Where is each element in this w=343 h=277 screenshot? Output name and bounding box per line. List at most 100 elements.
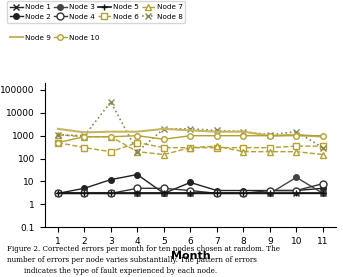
Node 8 <box>268 133 272 136</box>
Node 9 <box>135 130 139 133</box>
Node 2 <box>215 189 219 192</box>
Node 8 <box>82 134 86 137</box>
Node 10 <box>109 135 113 138</box>
Legend: Node 1, Node 2, Node 3, Node 4, Node 5, Node 6, Node 7, Node 8: Node 1, Node 2, Node 3, Node 4, Node 5, … <box>7 1 186 23</box>
Text: number of errors per node varies substantially. The pattern of errors: number of errors per node varies substan… <box>7 256 257 264</box>
Node 1 <box>109 192 113 195</box>
Node 7 <box>268 150 272 153</box>
Node 7 <box>321 153 325 156</box>
Node 3 <box>109 192 113 195</box>
Node 6 <box>188 146 192 149</box>
Node 1 <box>56 192 60 195</box>
Node 5 <box>215 192 219 195</box>
Node 6 <box>162 146 166 149</box>
Node 1 <box>321 192 325 195</box>
Node 9 <box>56 127 60 130</box>
Node 3 <box>241 192 246 195</box>
Node 10 <box>215 134 219 137</box>
Node 3 <box>215 192 219 195</box>
Node 4 <box>109 192 113 195</box>
Node 3 <box>162 192 166 195</box>
Node 2 <box>321 187 325 190</box>
Node 6 <box>241 146 246 149</box>
Node 8 <box>321 146 325 149</box>
Node 2 <box>82 187 86 190</box>
Line: Node 9: Node 9 <box>58 129 323 137</box>
Node 1 <box>82 192 86 195</box>
Node 2 <box>268 189 272 192</box>
Node 2 <box>109 178 113 181</box>
Node 4 <box>294 189 298 192</box>
Node 3 <box>321 192 325 195</box>
Node 9 <box>268 134 272 137</box>
Node 10 <box>56 141 60 144</box>
Node 9 <box>321 135 325 138</box>
Node 3 <box>82 192 86 195</box>
Node 9 <box>294 133 298 136</box>
X-axis label: Month: Month <box>170 252 210 261</box>
Node 9 <box>215 130 219 133</box>
Node 9 <box>82 131 86 134</box>
Node 5 <box>135 192 139 195</box>
Node 3 <box>294 176 298 179</box>
Line: Node 5: Node 5 <box>55 190 326 197</box>
Node 3 <box>268 192 272 195</box>
Text: indicates the type of fault experienced by each node.: indicates the type of fault experienced … <box>24 267 217 275</box>
Line: Node 3: Node 3 <box>55 175 326 196</box>
Line: Node 1: Node 1 <box>55 191 326 196</box>
Node 10 <box>135 134 139 137</box>
Node 6 <box>135 141 139 144</box>
Node 2 <box>188 181 192 184</box>
Node 6 <box>109 150 113 153</box>
Node 2 <box>294 189 298 192</box>
Node 6 <box>215 146 219 149</box>
Node 8 <box>135 150 139 153</box>
Line: Node 2: Node 2 <box>55 172 326 196</box>
Node 2 <box>135 173 139 176</box>
Node 7 <box>82 135 86 138</box>
Node 7 <box>294 150 298 153</box>
Node 7 <box>188 146 192 149</box>
Node 1 <box>188 192 192 195</box>
Node 4 <box>268 189 272 192</box>
Node 1 <box>241 192 246 195</box>
Node 5 <box>82 192 86 195</box>
Node 2 <box>241 189 246 192</box>
Text: Figure 2. Corrected errors per month for ten nodes chosen at random. The: Figure 2. Corrected errors per month for… <box>7 245 280 253</box>
Node 7 <box>241 150 246 153</box>
Node 10 <box>294 134 298 137</box>
Node 4 <box>56 192 60 195</box>
Node 10 <box>268 134 272 137</box>
Node 9 <box>188 129 192 132</box>
Node 8 <box>56 133 60 136</box>
Node 9 <box>241 130 246 133</box>
Node 8 <box>188 127 192 130</box>
Node 10 <box>321 134 325 137</box>
Node 1 <box>215 192 219 195</box>
Node 9 <box>109 130 113 133</box>
Node 4 <box>135 187 139 190</box>
Node 1 <box>162 192 166 195</box>
Node 4 <box>82 192 86 195</box>
Node 5 <box>241 192 246 195</box>
Node 7 <box>109 135 113 138</box>
Line: Node 10: Node 10 <box>55 133 326 145</box>
Node 4 <box>321 182 325 185</box>
Node 3 <box>135 192 139 195</box>
Line: Node 4: Node 4 <box>55 180 326 197</box>
Node 1 <box>294 192 298 195</box>
Node 7 <box>162 153 166 156</box>
Node 7 <box>135 150 139 153</box>
Node 4 <box>241 192 246 195</box>
Node 6 <box>268 146 272 149</box>
Node 9 <box>162 127 166 130</box>
Node 6 <box>321 145 325 148</box>
Node 2 <box>56 192 60 195</box>
Node 5 <box>268 192 272 195</box>
Node 10 <box>241 134 246 137</box>
Node 5 <box>188 192 192 195</box>
Node 5 <box>321 192 325 195</box>
Node 4 <box>188 189 192 192</box>
Node 3 <box>56 192 60 195</box>
Node 5 <box>109 192 113 195</box>
